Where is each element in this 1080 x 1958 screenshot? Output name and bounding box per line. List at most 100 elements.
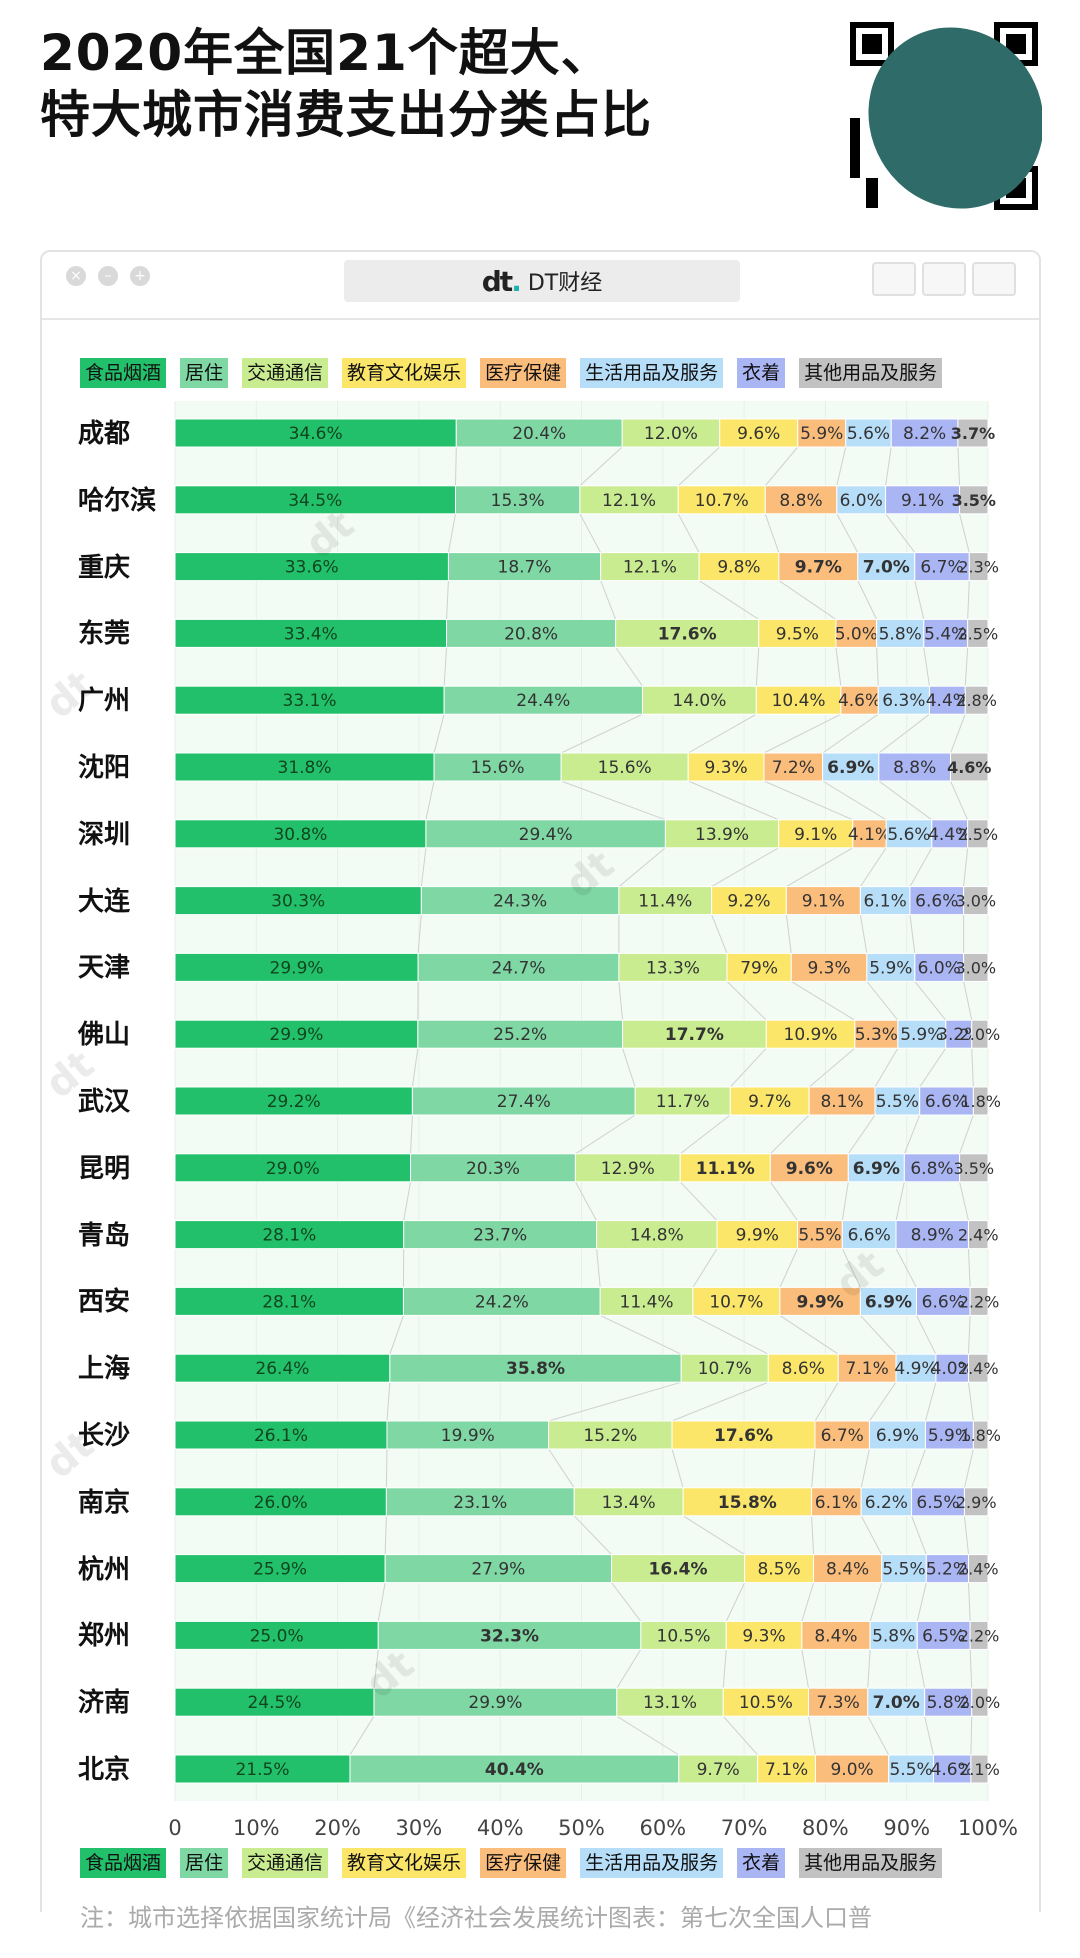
data-label: 79% — [740, 958, 778, 978]
data-label: 4.1% — [848, 825, 891, 845]
bar-row: 26.4% 35.8% 10.7% 8.6% 7.1% 4.9%4.0%2.4% — [174, 1353, 999, 1383]
connector-line — [967, 580, 970, 620]
data-label: 6.6% — [925, 1092, 968, 1112]
legend-bottom: 食品烟酒 居住 交通通信 教育文化娱乐 医疗保健 生活用品及服务 衣着 其他用品及服务 — [80, 1848, 943, 1878]
window-titlebar: × – + dt. DT财经 — [42, 252, 1039, 320]
data-label: 5.6% — [847, 424, 890, 444]
connector-line — [385, 1448, 388, 1488]
data-label: 5.2% — [926, 1560, 969, 1580]
connector-line — [914, 981, 947, 1021]
bar-segment — [890, 418, 959, 448]
connector-line — [579, 513, 602, 553]
data-label: 7.3% — [817, 1693, 860, 1713]
data-label: 31.8% — [278, 758, 332, 778]
bar-row: 29.0% 20.3% 12.9% 11.1% 9.6% 6.9% 6.8% 3.5% — [174, 1153, 994, 1183]
copy-icon[interactable] — [972, 262, 1016, 296]
connector-line — [618, 847, 666, 887]
connector-line — [548, 1448, 575, 1489]
bar-segment — [174, 1353, 391, 1383]
category-label: 昆明 — [78, 1153, 131, 1184]
data-label: 6.0% — [918, 958, 961, 978]
bar-segment — [914, 952, 965, 982]
data-label: 7.0% — [863, 558, 910, 578]
connector-line — [417, 914, 422, 954]
connector-line — [579, 446, 623, 487]
connector-line — [959, 1181, 969, 1221]
connector-line — [698, 580, 760, 620]
connector-line — [447, 513, 456, 553]
connector-line — [373, 1649, 379, 1689]
data-label: 8.5% — [757, 1560, 800, 1580]
data-label: 13.4% — [602, 1493, 656, 1513]
legend-top: 食品烟酒 居住 交通通信 教育文化娱乐 医疗保健 生活用品及服务 衣着 其他用品及服务 — [80, 358, 943, 388]
bar-segment — [719, 418, 799, 448]
category-label: 东莞 — [78, 619, 131, 650]
bar-segment — [640, 1620, 727, 1650]
connector-line — [885, 446, 892, 486]
connector-line — [895, 1181, 905, 1221]
bar-segment — [971, 1019, 989, 1049]
data-label: 29.9% — [270, 958, 324, 978]
close-icon[interactable]: × — [66, 266, 86, 286]
connector-line — [835, 647, 842, 687]
data-label: 16.4% — [649, 1560, 708, 1580]
title-line-2: 特大城市消费支出分类占比 — [40, 86, 652, 144]
bar-segment — [959, 485, 989, 515]
bar-row: 30.3% 24.3% 11.4% 9.2% 9.1% 6.1% 6.6%3.0% — [174, 886, 996, 916]
bar-segment — [888, 1754, 934, 1784]
maximize-icon[interactable]: + — [130, 266, 150, 286]
record-icon[interactable] — [872, 262, 916, 296]
data-label: 4.6% — [838, 691, 881, 711]
connector-line — [885, 513, 916, 553]
bar-segment — [174, 485, 456, 515]
bar-segment — [972, 1086, 989, 1116]
share-icon[interactable] — [922, 262, 966, 296]
bar-segment — [811, 1487, 862, 1517]
connector-line — [785, 914, 792, 954]
x-tick-label: 40% — [477, 1816, 524, 1840]
legend-item: 交通通信 — [242, 358, 329, 388]
legend-item: 衣着 — [737, 1848, 786, 1878]
data-label: 7.0% — [873, 1693, 920, 1713]
connector-line — [671, 1448, 684, 1488]
connector-line — [876, 647, 879, 687]
connector-line — [411, 1048, 419, 1088]
connector-line — [389, 1315, 404, 1355]
data-label: 10.7% — [695, 491, 749, 511]
data-label: 3.5% — [952, 491, 996, 510]
data-label: 12.1% — [623, 558, 677, 578]
bar-segment — [914, 552, 970, 582]
data-label: 29.0% — [266, 1159, 320, 1179]
category-label: 天津 — [78, 953, 131, 984]
data-label: 6.1% — [864, 892, 907, 912]
data-label: 6.6% — [848, 1226, 891, 1246]
connector-line — [914, 580, 925, 620]
connector-line — [599, 1314, 682, 1355]
connector-line — [916, 1582, 927, 1622]
data-label: 2.5% — [957, 825, 998, 844]
bar-segment — [385, 1487, 575, 1517]
data-label: 6.8% — [910, 1159, 953, 1179]
bar-segment — [634, 1086, 731, 1116]
bar-segment — [548, 1420, 673, 1450]
x-tick-label: 30% — [396, 1816, 443, 1840]
bar-segment — [174, 952, 419, 982]
connector-line — [808, 1716, 816, 1756]
category-label: 上海 — [78, 1354, 131, 1385]
bar-segment — [909, 886, 965, 916]
data-label: 7.1% — [765, 1760, 808, 1780]
data-label: 27.4% — [497, 1092, 551, 1112]
bar-segment — [840, 685, 879, 715]
data-label: 15.8% — [718, 1493, 777, 1513]
connector-line — [729, 1047, 767, 1088]
minimize-icon[interactable]: – — [98, 266, 118, 286]
data-label: 23.7% — [473, 1226, 527, 1246]
bar-segment — [869, 1620, 918, 1650]
connector-line — [622, 1048, 636, 1088]
connector-line — [841, 1248, 861, 1288]
connector-line — [967, 1315, 971, 1355]
data-label: 6.7% — [920, 558, 963, 578]
data-label: 21.5% — [235, 1760, 289, 1780]
x-tick-label: 90% — [883, 1816, 930, 1840]
